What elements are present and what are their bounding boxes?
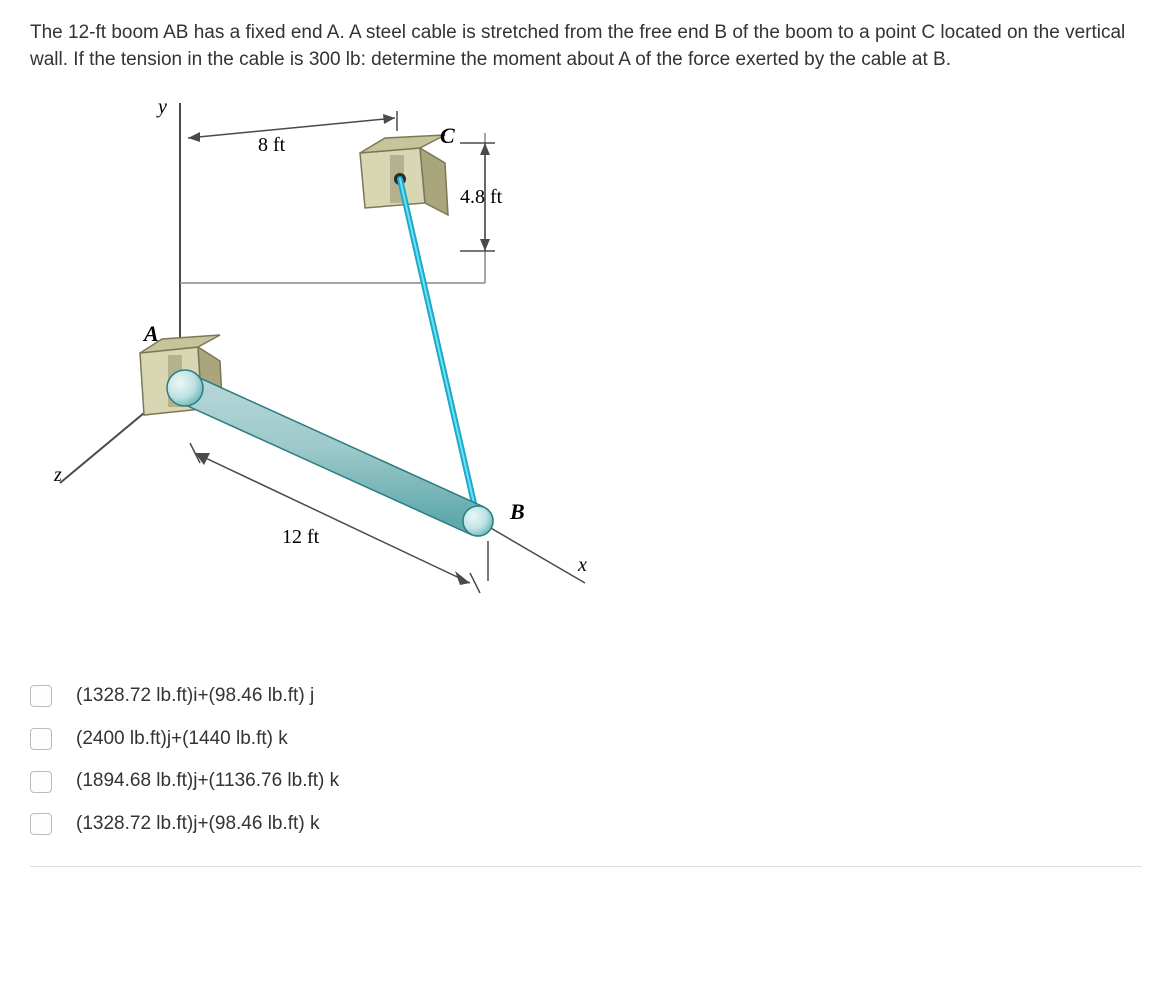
problem-statement: The 12-ft boom AB has a fixed end A. A s… [30,20,1130,73]
option-row[interactable]: (1328.72 lb.ft)i+(98.46 lb.ft) j [30,683,1142,710]
option-row[interactable]: (1328.72 lb.ft)j+(98.46 lb.ft) k [30,811,1142,838]
axis-z-label: z [53,464,62,486]
dim-12ft: 12 ft [282,526,320,548]
option-label: (1328.72 lb.ft)j+(98.46 lb.ft) k [76,811,319,838]
option-checkbox[interactable] [30,813,52,835]
point-c-label: C [440,123,455,148]
option-checkbox[interactable] [30,771,52,793]
option-label: (2400 lb.ft)j+(1440 lb.ft) k [76,726,288,753]
option-label: (1328.72 lb.ft)i+(98.46 lb.ft) j [76,683,314,710]
option-row[interactable]: (1894.68 lb.ft)j+(1136.76 lb.ft) k [30,768,1142,795]
option-checkbox[interactable] [30,685,52,707]
axis-x-label: x [577,554,587,576]
answer-options: (1328.72 lb.ft)i+(98.46 lb.ft) j (2400 l… [30,683,1142,837]
option-row[interactable]: (2400 lb.ft)j+(1440 lb.ft) k [30,726,1142,753]
boom [167,370,493,536]
point-b-label: B [509,499,525,524]
divider [30,866,1142,867]
dim-8ft: 8 ft [258,134,286,156]
axis-y-label: y [156,96,167,118]
dim-4p8ft: 4.8 ft [460,186,503,208]
figure: y z x 8 ft 4.8 ft C A [40,83,600,643]
point-a-label: A [142,321,159,346]
option-label: (1894.68 lb.ft)j+(1136.76 lb.ft) k [76,768,339,795]
option-checkbox[interactable] [30,728,52,750]
